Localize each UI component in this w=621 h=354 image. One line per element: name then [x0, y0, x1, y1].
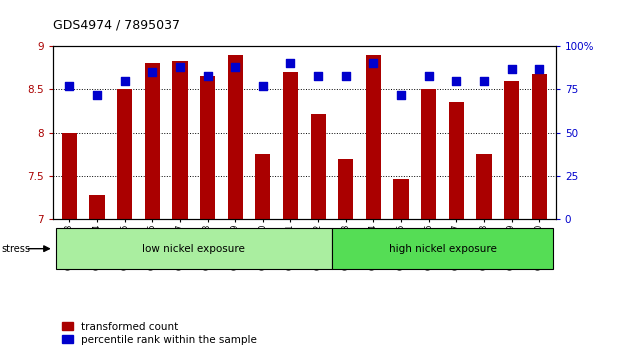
Text: high nickel exposure: high nickel exposure — [389, 244, 496, 254]
Text: stress: stress — [1, 244, 30, 254]
Bar — [338, 159, 353, 219]
Bar — [421, 89, 437, 219]
Point — [451, 78, 461, 84]
Point — [479, 78, 489, 84]
Bar — [449, 102, 464, 219]
Text: GDS4974 / 7895037: GDS4974 / 7895037 — [53, 19, 180, 32]
Point — [120, 78, 130, 84]
Bar — [61, 133, 77, 219]
Point — [341, 73, 351, 78]
Point — [175, 64, 185, 70]
Point — [534, 66, 544, 72]
Bar — [145, 63, 160, 219]
Bar — [117, 89, 132, 219]
Legend: transformed count, percentile rank within the sample: transformed count, percentile rank withi… — [58, 317, 261, 349]
Point — [424, 73, 433, 78]
Bar — [172, 61, 188, 219]
Point — [396, 92, 406, 97]
Bar — [227, 55, 243, 219]
Bar — [476, 154, 492, 219]
Point — [65, 83, 75, 89]
Point — [202, 73, 212, 78]
Bar — [255, 154, 270, 219]
Bar — [366, 55, 381, 219]
Point — [258, 83, 268, 89]
Bar — [504, 81, 519, 219]
Point — [507, 66, 517, 72]
Bar — [394, 179, 409, 219]
Point — [147, 69, 157, 75]
Bar — [310, 114, 325, 219]
Bar — [532, 74, 547, 219]
Point — [230, 64, 240, 70]
Bar — [89, 195, 104, 219]
Point — [368, 61, 378, 66]
Point — [92, 92, 102, 97]
Bar — [283, 72, 298, 219]
Bar — [200, 76, 215, 219]
Point — [286, 61, 296, 66]
Point — [313, 73, 323, 78]
Text: low nickel exposure: low nickel exposure — [142, 244, 245, 254]
